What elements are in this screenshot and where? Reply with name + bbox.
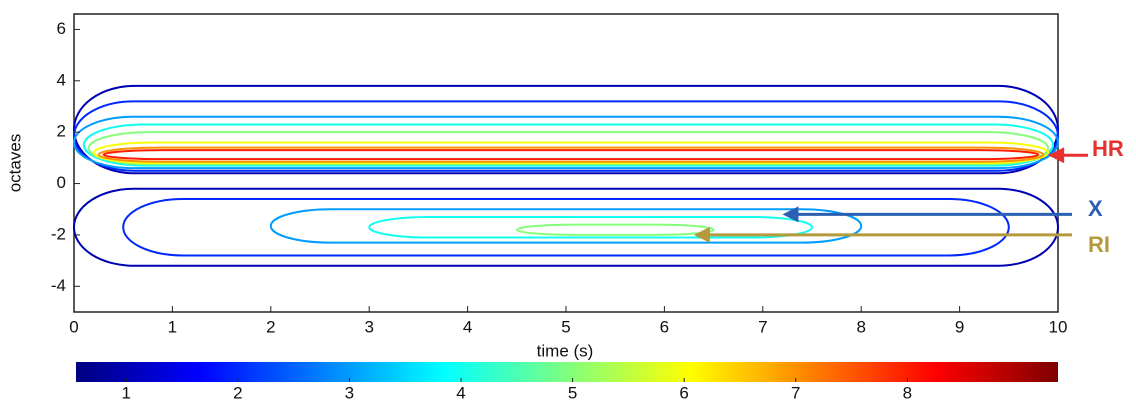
x-tick-label: 0 <box>69 317 78 336</box>
contour-line <box>73 115 1059 170</box>
colorbar-tick-label: 6 <box>679 383 688 402</box>
x-tick-label: 3 <box>364 317 373 336</box>
contour-line <box>92 141 1050 164</box>
contour-line <box>102 149 1040 161</box>
contour-line <box>269 208 863 244</box>
contour-line <box>97 146 1045 163</box>
y-tick-label: 4 <box>57 70 66 89</box>
contour-line <box>82 123 1055 167</box>
contour-line <box>87 131 1050 166</box>
y-tick-label: 0 <box>57 173 66 192</box>
x-tick-label: 7 <box>758 317 767 336</box>
colorbar-tick-label: 4 <box>456 383 465 402</box>
x-tick-label: 6 <box>660 317 669 336</box>
colorbar-tick-label: 1 <box>121 383 130 402</box>
arrow-head <box>693 226 710 243</box>
arrow-head <box>1048 147 1065 164</box>
x-tick-label: 4 <box>463 317 472 336</box>
annotation-label: RI <box>1088 232 1110 257</box>
x-tick-label: 8 <box>856 317 865 336</box>
colorbar-tick-label: 8 <box>903 383 912 402</box>
x-tick-label: 9 <box>955 317 964 336</box>
contour-line <box>73 100 1059 172</box>
colorbar <box>76 362 1058 382</box>
x-tick-label: 10 <box>1049 317 1068 336</box>
y-tick-label: 2 <box>57 122 66 141</box>
colorbar-tick-label: 5 <box>568 383 577 402</box>
arrow-head <box>782 206 799 223</box>
x-axis-label: time (s) <box>537 341 594 360</box>
x-tick-label: 1 <box>168 317 177 336</box>
y-axis-label: octaves <box>5 134 24 193</box>
colorbar-tick-label: 7 <box>791 383 800 402</box>
annotation-label: X <box>1088 196 1103 221</box>
contour-line <box>368 215 813 239</box>
x-tick-label: 2 <box>266 317 275 336</box>
contour-line <box>515 223 715 236</box>
y-tick-label: -2 <box>51 224 66 243</box>
colorbar-tick-label: 2 <box>233 383 242 402</box>
annotation-label: HR <box>1092 136 1124 161</box>
colorbar-tick-label: 3 <box>345 383 354 402</box>
y-tick-label: -4 <box>51 276 66 295</box>
x-tick-label: 5 <box>561 317 570 336</box>
contour-line <box>73 187 1059 267</box>
contour-line <box>122 197 1010 257</box>
y-tick-label: 6 <box>57 19 66 38</box>
